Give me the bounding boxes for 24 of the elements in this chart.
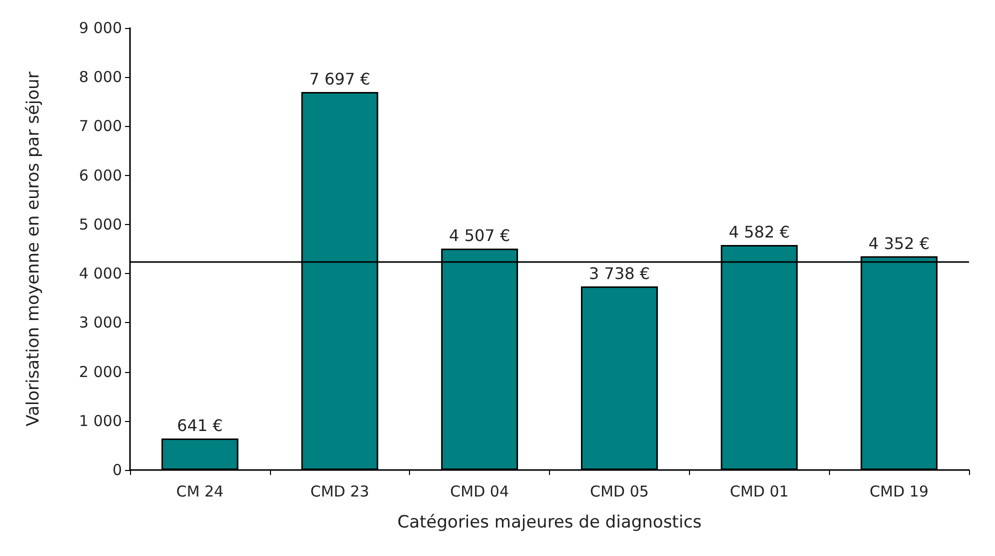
data-label: 3 738 €	[588, 264, 650, 283]
y-tick-label: 0	[112, 461, 122, 479]
y-tick-label: 1 000	[79, 412, 122, 430]
y-tick-label: 4 000	[79, 264, 122, 283]
data-label: 4 507 €	[449, 226, 510, 246]
x-tick-label: CMD 23	[310, 482, 370, 500]
y-tick-label: 2 000	[79, 362, 122, 381]
x-tick-label: CMD 04	[450, 482, 509, 500]
y-tick-label: 7 000	[79, 117, 122, 136]
y-tick-label: 3 000	[79, 314, 122, 332]
data-label: 7 697 €	[309, 69, 370, 88]
data-label: 4 582 €	[728, 222, 790, 242]
y-tick-label: 9 000	[79, 19, 122, 37]
y-tick-label: 5 000	[79, 215, 122, 234]
x-tick-label: CMD 01	[730, 482, 789, 500]
y-axis-title: Valorisation moyenne en euros par séjour	[24, 72, 44, 426]
x-axis-title: Catégories majeures de diagnostics	[397, 512, 702, 532]
y-tick-label: 6 000	[79, 166, 122, 184]
data-label: 641 €	[177, 416, 223, 436]
x-tick-label: CM 24	[176, 482, 224, 500]
y-tick-label: 8 000	[79, 68, 122, 86]
x-tick-label: CMD 05	[590, 482, 649, 500]
x-tick-label: CMD 19	[870, 482, 928, 500]
data-label: 4 352 €	[868, 234, 930, 253]
